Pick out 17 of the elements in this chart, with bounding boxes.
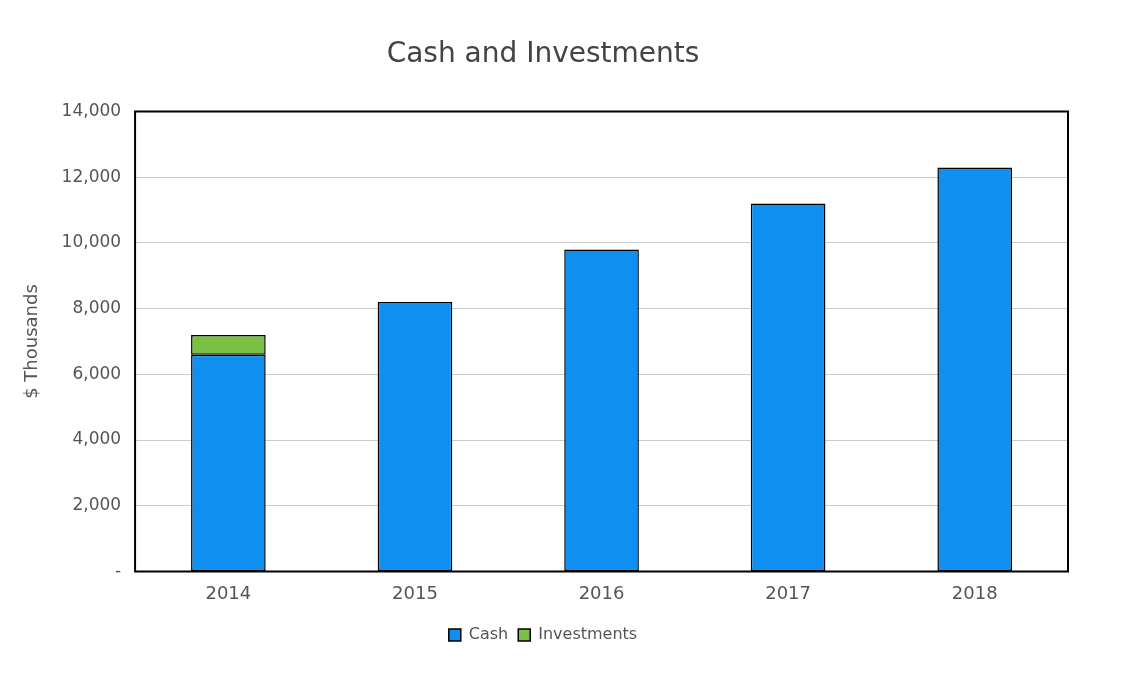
- y-tick-label: 8,000: [72, 297, 122, 318]
- y-tick-label: 4,000: [72, 428, 122, 449]
- chart-title: Cash and Investments: [386, 36, 700, 70]
- legend-label: Cash: [468, 624, 509, 644]
- y-tick-label: 2,000: [72, 494, 122, 515]
- y-tick-label: -: [114, 559, 122, 580]
- x-tick-label: 2014: [205, 581, 252, 603]
- x-tick-label: 2016: [578, 581, 625, 603]
- y-tick-label: 10,000: [61, 231, 122, 252]
- x-tick-label: 2015: [392, 581, 438, 603]
- legend-label: Investments: [538, 624, 638, 644]
- y-axis-title: $ Thousands: [20, 284, 42, 399]
- y-tick-label: 14,000: [61, 100, 122, 121]
- y-tick-label: 6,000: [72, 362, 122, 383]
- y-tick-label: 12,000: [61, 165, 122, 186]
- x-tick-label: 2018: [951, 581, 998, 603]
- x-tick-label: 2017: [765, 581, 812, 603]
